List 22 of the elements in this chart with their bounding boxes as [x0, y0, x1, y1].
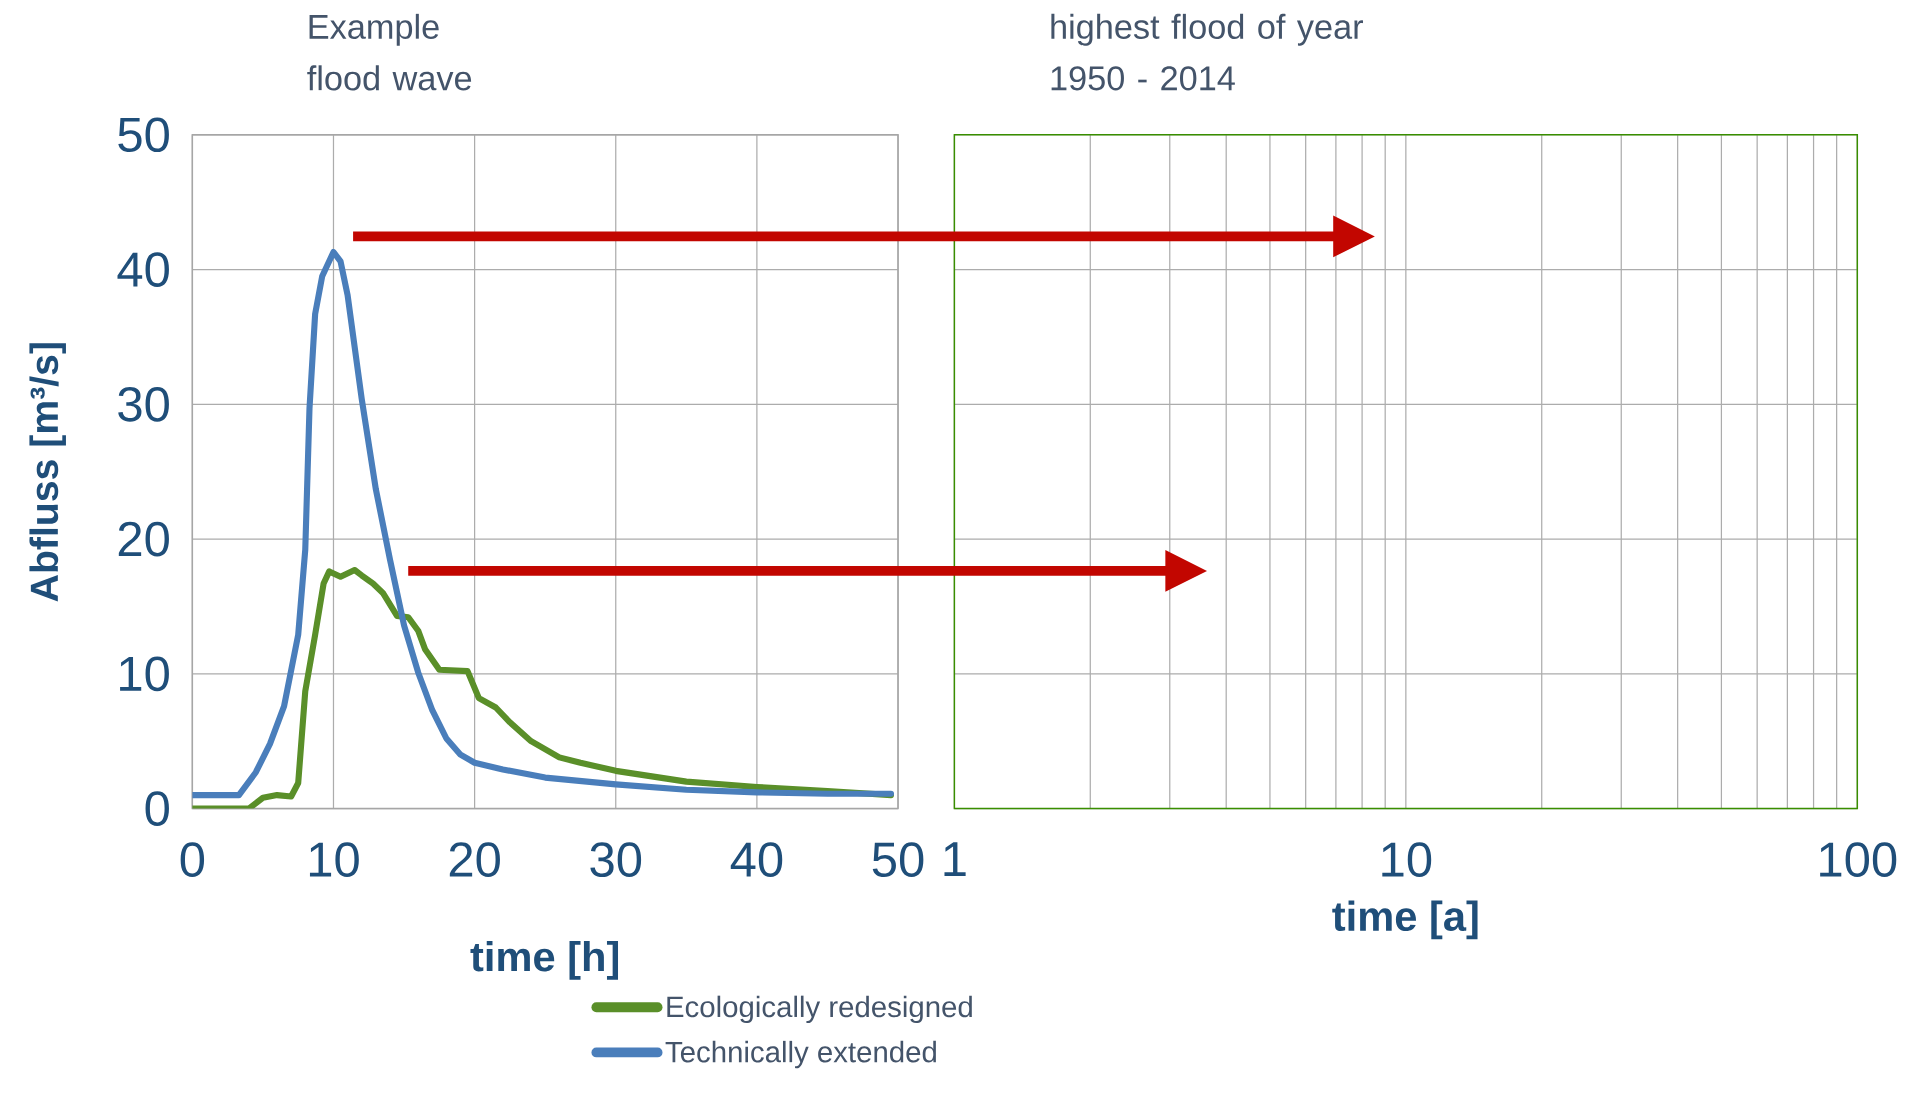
x-tick-label: 40: [730, 842, 783, 878]
legend-label: Ecologically redesigned: [667, 995, 972, 1024]
x-axis-title: time [a]: [1332, 900, 1478, 940]
y-tick-label: 0: [145, 791, 169, 827]
x-tick-label: 10: [309, 842, 359, 878]
y-tick-label: 30: [118, 387, 169, 422]
y-tick-label: 50: [118, 117, 169, 153]
y-tick-label: 10: [120, 656, 169, 692]
x-tick-label: 0: [180, 842, 205, 878]
y-tick-label: 20: [118, 521, 169, 557]
legend-label: Technically extended: [665, 1040, 936, 1069]
y-axis-title: Abfluss [m³/s]: [29, 343, 66, 602]
x-tick-label: 100: [1820, 842, 1897, 878]
y-tick-label: 40: [117, 252, 169, 287]
x-tick-label: 1: [944, 842, 966, 877]
x-tick-label: 30: [590, 842, 642, 878]
chart-title: highest flood of year 1950 - 2014: [1051, 13, 1364, 91]
x-tick-label: 20: [449, 842, 500, 878]
x-tick-label: 50: [872, 842, 924, 878]
x-tick-label: 10: [1382, 842, 1432, 878]
x-axis-title: time [h]: [470, 941, 619, 980]
chart-title: Example flood wave: [307, 13, 472, 91]
